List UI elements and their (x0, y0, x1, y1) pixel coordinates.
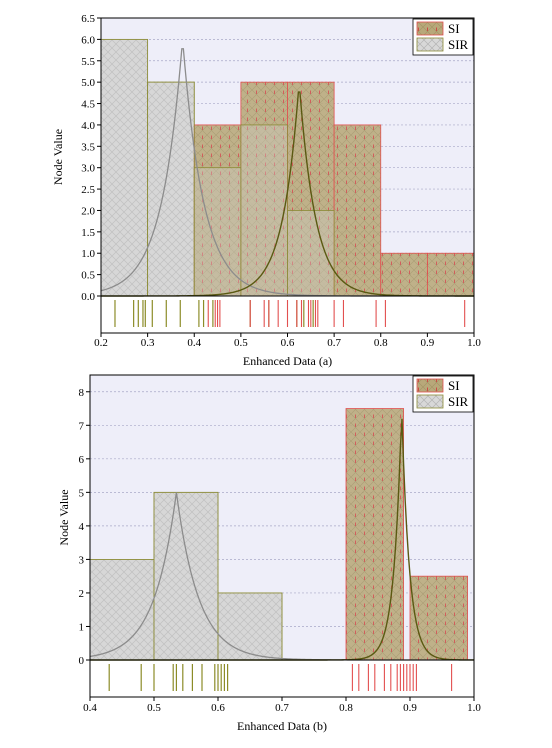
x-axis-title: Enhanced Data (b) (237, 719, 327, 733)
sir-bar (217, 592, 283, 661)
x-tick-label: 0.5 (234, 337, 248, 349)
legend-label-si: SI (448, 21, 460, 36)
x-tick-label: 0.2 (94, 337, 108, 349)
si-bar (409, 575, 468, 661)
chart-panel-a: 0.0 0.5 1.0 1.5 2.0 2.5 3.0 3.5 4.0 4.5 5.0 5.5 6.0 6… (51, 13, 481, 368)
si-bar (345, 408, 404, 661)
legend-label-sir: SIR (448, 37, 469, 52)
x-tick-label: 0.8 (374, 337, 388, 349)
y-tick-label: 7 (79, 420, 85, 432)
si-bar (240, 81, 288, 297)
sir-bar-overlay (217, 592, 283, 661)
si-bar (193, 124, 242, 297)
y-tick-label: 0 (79, 655, 85, 667)
x-axis-title: Enhanced Data (a) (243, 354, 332, 368)
y-tick-label: 4.0 (81, 120, 95, 132)
sir-bar (89, 559, 155, 661)
legend-label-si: SI (448, 378, 460, 393)
y-axis-title: Node Value (51, 129, 65, 185)
x-tick-label: 0.9 (403, 702, 417, 714)
y-tick-label: 3.5 (81, 141, 95, 153)
y-tick-label: 8 (79, 387, 85, 399)
sir-bar-overlay (100, 38, 149, 297)
y-axis-title: Node Value (57, 489, 71, 545)
x-tick-label: 0.9 (421, 337, 435, 349)
sir-bar-overlay (193, 167, 242, 297)
legend-swatch-si (416, 21, 444, 36)
sir-bar-overlay (147, 81, 195, 297)
y-tick-label: 2.0 (81, 205, 95, 217)
y-tick-label: 6 (79, 454, 85, 466)
si-bar (333, 124, 382, 297)
y-tick-label: 1.5 (81, 227, 95, 239)
chart-panel-b: 0 1 2 3 4 5 6 7 8 0.4 0.5 0.6 0.7 0.8 0.9 1.0 Enhanced D… (57, 374, 481, 733)
y-tick-label: 5.0 (81, 77, 95, 89)
x-tick-label: 0.8 (339, 702, 353, 714)
y-tick-label: 0.0 (81, 291, 95, 303)
legend-swatch-sir (416, 37, 444, 52)
y-tick-label: 4.5 (81, 99, 95, 111)
x-tick-label: 0.5 (147, 702, 161, 714)
legend-swatch-si (416, 378, 444, 393)
si-bar (426, 252, 475, 297)
legend-label-sir: SIR (448, 394, 469, 409)
x-tick-label: 0.4 (187, 337, 201, 349)
legend-swatch-sir (416, 394, 444, 409)
y-tick-label: 1 (79, 621, 85, 633)
y-tick-label: 6.5 (81, 13, 95, 25)
y-tick-label: 6.0 (81, 34, 95, 46)
sir-bar-overlay (153, 491, 219, 661)
x-tick-label: 0.7 (327, 337, 341, 349)
sir-bar (153, 491, 219, 661)
sir-bar-overlay (287, 210, 335, 297)
x-tick-label: 0.3 (141, 337, 155, 349)
x-tick-label: 0.6 (281, 337, 295, 349)
si-bar (380, 252, 428, 297)
x-tick-label: 1.0 (467, 337, 481, 349)
y-tick-label: 1.0 (81, 248, 95, 260)
y-tick-label: 0.5 (81, 270, 95, 282)
y-tick-label: 2.5 (81, 184, 95, 196)
y-tick-label: 5 (79, 487, 85, 499)
y-tick-label: 2 (79, 588, 85, 600)
x-tick-label: 1.0 (467, 702, 481, 714)
x-tick-label: 0.4 (83, 702, 97, 714)
y-tick-label: 3.0 (81, 163, 95, 175)
x-tick-label: 0.6 (211, 702, 225, 714)
y-tick-label: 5.5 (81, 56, 95, 68)
x-tick-label: 0.7 (275, 702, 289, 714)
y-tick-label: 4 (79, 521, 85, 533)
y-tick-label: 3 (79, 554, 85, 566)
